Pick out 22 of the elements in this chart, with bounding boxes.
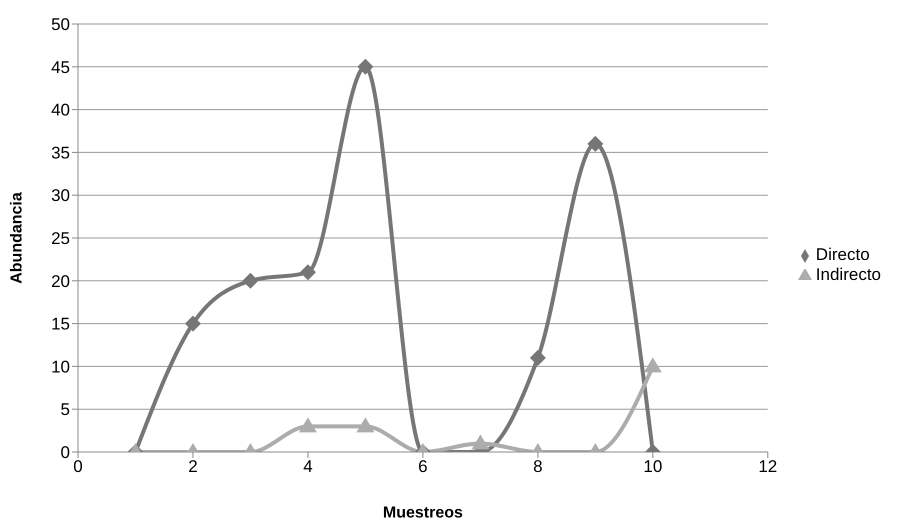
x-tick-label: 0 (73, 457, 83, 476)
y-tick-label: 25 (51, 229, 70, 248)
x-tick-label: 2 (188, 457, 198, 476)
legend-label: Directo (816, 245, 870, 264)
x-tick-label: 12 (758, 457, 778, 476)
x-axis-title: Muestreos (382, 504, 464, 522)
y-tick-label: 40 (51, 100, 70, 120)
y-axis-title: Abundancia (8, 192, 26, 284)
y-tick-label: 45 (51, 58, 70, 77)
y-tick-label: 50 (51, 15, 70, 34)
x-tick-label: 6 (418, 457, 428, 476)
y-tick-label: 5 (60, 400, 70, 420)
y-tick-label: 10 (51, 357, 70, 376)
y-tick-label: 0 (60, 443, 70, 462)
x-tick-label: 4 (303, 457, 313, 476)
y-tick-label: 15 (51, 314, 70, 334)
legend-label: Indirecto (816, 265, 881, 284)
y-tick-label: 30 (51, 186, 70, 206)
x-tick-label: 10 (643, 457, 662, 476)
y-tick-label: 20 (51, 272, 70, 291)
y-tick-label: 35 (51, 143, 70, 162)
x-tick-label: 8 (533, 457, 543, 476)
